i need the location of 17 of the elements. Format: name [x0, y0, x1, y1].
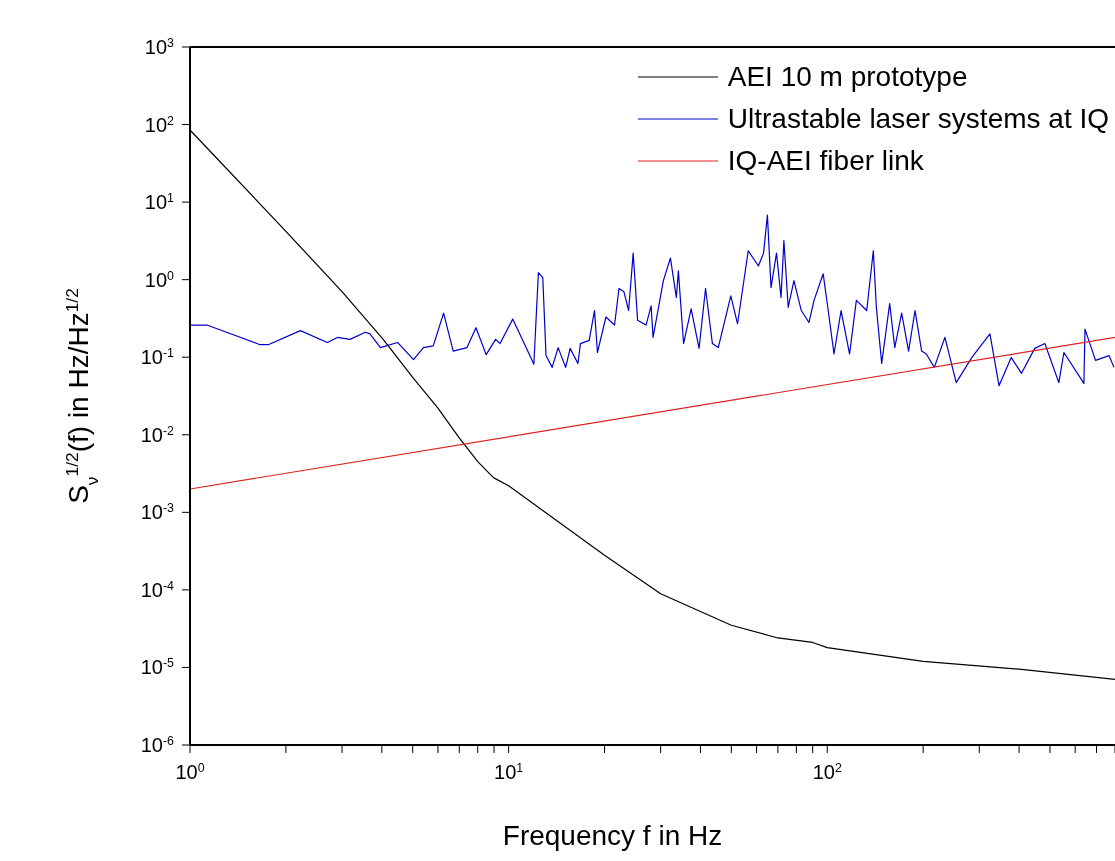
y-tick-label: 10$^{-2}$	[140, 423, 175, 446]
legend-label: AEI 10 m prototype	[727, 60, 968, 94]
y-tick-label: 10$^{-4}$	[140, 578, 175, 601]
x-tick-label: 10$^{0}$	[175, 761, 205, 783]
y-tick-label: 10$^{-1}$	[140, 346, 175, 369]
x-tick-label: 10$^{2}$	[812, 761, 842, 783]
y-tick-label: 10$^{1}$	[144, 191, 175, 214]
y-tick-label: 10$^{3}$	[144, 36, 175, 58]
y-tick-label: 10$^{-3}$	[140, 501, 175, 524]
x-tick-label: 10$^{1}$	[494, 761, 524, 783]
x-axis-title: Frequency f in Hz	[502, 820, 723, 851]
y-tick-label: 10$^{0}$	[144, 268, 175, 291]
legend-label: IQ-AEI fiber link	[727, 144, 924, 178]
y-tick-label: 10$^{2}$	[144, 113, 175, 136]
legend-label: Ultrastable laser systems at IQ	[727, 102, 1109, 136]
y-tick-label: 10$^{-5}$	[140, 656, 175, 679]
y-tick-label: 10$^{-6}$	[140, 734, 175, 756]
